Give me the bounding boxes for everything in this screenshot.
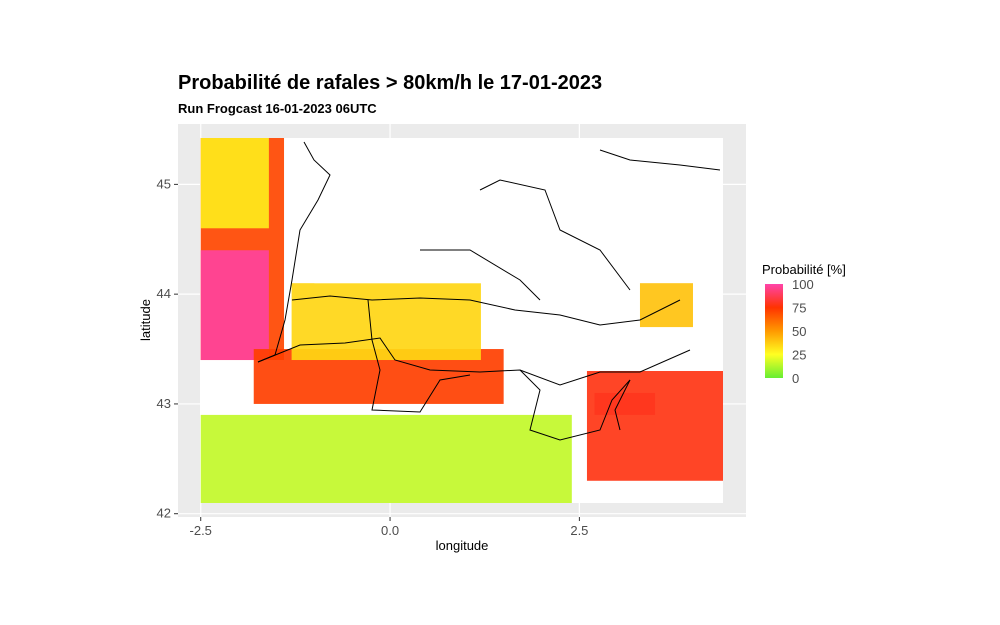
x-axis-title: longitude	[436, 538, 489, 553]
probability-field	[200, 138, 723, 503]
border-line	[291, 295, 681, 326]
legend-colorbar	[765, 284, 783, 378]
x-axis: -2.5 0.0 2.5	[190, 517, 588, 538]
y-tick-label: 43	[157, 396, 171, 411]
region-spain-low	[200, 414, 572, 503]
legend-ticks: 100 75 50 25 0	[792, 277, 814, 386]
legend-tick-label: 100	[792, 277, 814, 292]
legend-tick-label: 0	[792, 371, 799, 386]
y-tick-label: 42	[157, 506, 171, 521]
region-aquitaine-yellow	[291, 283, 481, 361]
chart-subtitle: Run Frogcast 16-01-2023 06UTC	[178, 101, 377, 116]
border-line	[519, 369, 631, 441]
border-line	[614, 379, 631, 431]
border-line	[257, 141, 331, 363]
legend-tick-label: 25	[792, 348, 806, 363]
border-line	[479, 179, 631, 291]
border-line	[257, 337, 691, 386]
y-axis-title: latitude	[138, 299, 153, 341]
legend-tick-label: 75	[792, 301, 806, 316]
region-atlantic-edge-yellow	[200, 138, 269, 229]
border-line	[599, 149, 721, 171]
x-tick-label: 0.0	[381, 523, 399, 538]
chart-title: Probabilité de rafales > 80km/h le 17-01…	[178, 72, 603, 94]
legend-tick-label: 50	[792, 324, 806, 339]
y-tick-label: 45	[157, 176, 171, 191]
border-line	[420, 249, 541, 301]
x-tick-label: 2.5	[570, 523, 588, 538]
y-axis: 42 43 44 45	[157, 176, 178, 521]
border-line	[367, 299, 471, 413]
x-tick-label: -2.5	[190, 523, 212, 538]
legend-title: Probabilité [%]	[762, 262, 846, 277]
region-massif-central-zero	[314, 138, 723, 284]
department-borders	[257, 141, 721, 441]
region-atlantic-pink-core	[200, 250, 269, 361]
y-tick-label: 44	[157, 286, 171, 301]
region-gulf-lion-high	[586, 370, 723, 481]
